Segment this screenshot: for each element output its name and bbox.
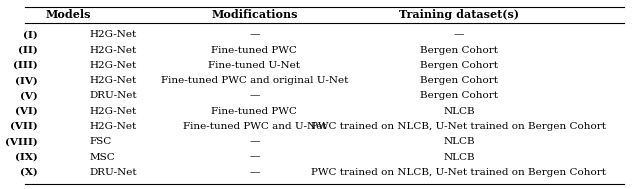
Text: Fine-tuned PWC: Fine-tuned PWC (211, 46, 298, 55)
Text: H2G-Net: H2G-Net (90, 61, 137, 70)
Text: —: — (249, 30, 260, 40)
Text: H2G-Net: H2G-Net (90, 122, 137, 131)
Text: Models: Models (45, 9, 91, 20)
Text: Bergen Cohort: Bergen Cohort (420, 46, 498, 55)
Text: PWC trained on NLCB, U-Net trained on Bergen Cohort: PWC trained on NLCB, U-Net trained on Be… (312, 122, 607, 131)
Text: (V): (V) (20, 91, 38, 101)
Text: Fine-tuned PWC: Fine-tuned PWC (211, 107, 298, 116)
Text: Modifications: Modifications (211, 9, 298, 20)
Text: Fine-tuned PWC and original U-Net: Fine-tuned PWC and original U-Net (161, 76, 348, 85)
Text: (IX): (IX) (15, 153, 38, 162)
Text: MSC: MSC (90, 153, 115, 162)
Text: Bergen Cohort: Bergen Cohort (420, 91, 498, 101)
Text: (III): (III) (13, 61, 38, 70)
Text: Training dataset(s): Training dataset(s) (399, 9, 519, 20)
Text: PWC trained on NLCB, U-Net trained on Bergen Cohort: PWC trained on NLCB, U-Net trained on Be… (312, 168, 607, 177)
Text: —: — (249, 168, 260, 177)
Text: H2G-Net: H2G-Net (90, 30, 137, 40)
Text: H2G-Net: H2G-Net (90, 46, 137, 55)
Text: Bergen Cohort: Bergen Cohort (420, 61, 498, 70)
Text: Fine-tuned U-Net: Fine-tuned U-Net (209, 61, 300, 70)
Text: NLCB: NLCB (443, 107, 475, 116)
Text: NLCB: NLCB (443, 137, 475, 146)
Text: (VIII): (VIII) (5, 137, 38, 146)
Text: (VI): (VI) (15, 107, 38, 116)
Text: —: — (454, 30, 464, 40)
Text: H2G-Net: H2G-Net (90, 107, 137, 116)
Text: FSC: FSC (90, 137, 112, 146)
Text: —: — (249, 137, 260, 146)
Text: NLCB: NLCB (443, 153, 475, 162)
Text: Fine-tuned PWC and U-Net: Fine-tuned PWC and U-Net (182, 122, 326, 131)
Text: (I): (I) (23, 30, 38, 40)
Text: —: — (249, 91, 260, 101)
Text: H2G-Net: H2G-Net (90, 76, 137, 85)
Text: —: — (249, 153, 260, 162)
Text: (X): (X) (20, 168, 38, 177)
Text: (IV): (IV) (15, 76, 38, 85)
Text: DRU-Net: DRU-Net (90, 91, 137, 101)
Text: Bergen Cohort: Bergen Cohort (420, 76, 498, 85)
Text: (VII): (VII) (10, 122, 38, 131)
Text: (II): (II) (18, 46, 38, 55)
Text: DRU-Net: DRU-Net (90, 168, 137, 177)
